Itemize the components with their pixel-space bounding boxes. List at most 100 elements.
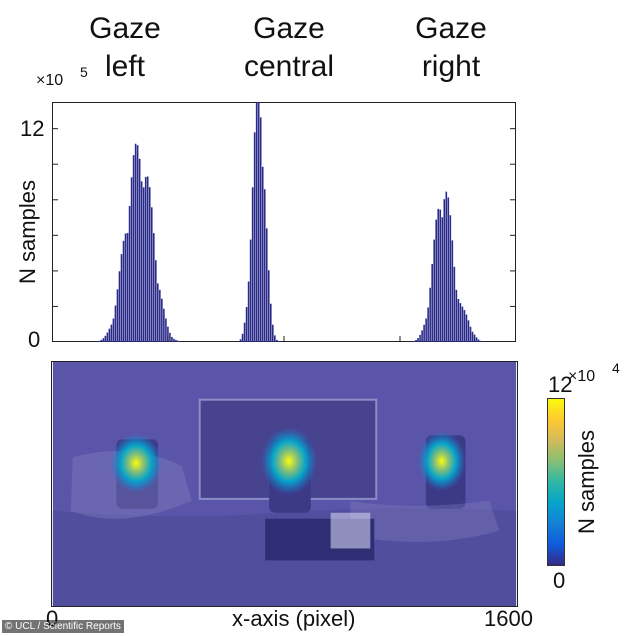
histogram-bar xyxy=(106,332,109,342)
histogram-bar xyxy=(453,266,456,342)
hotspot-central xyxy=(261,427,317,495)
histogram-bar xyxy=(247,281,250,342)
histogram-bar xyxy=(439,209,442,342)
histogram-bar xyxy=(263,189,266,342)
histogram-bar xyxy=(253,132,256,342)
histogram-bar xyxy=(435,219,438,342)
histogram-bar xyxy=(167,326,169,342)
histogram-bar xyxy=(415,339,417,342)
histogram-bar xyxy=(152,233,155,342)
histogram-bar xyxy=(177,340,179,342)
gaze-left-line2: left xyxy=(104,50,146,83)
gaze-central-line2: central xyxy=(243,50,335,83)
histogram-bar xyxy=(130,177,133,342)
histogram-bar xyxy=(463,310,466,342)
gaze-left-line1: Gaze xyxy=(89,12,161,45)
histogram-bar xyxy=(165,318,167,342)
histogram-bar xyxy=(269,303,272,342)
histogram-bar xyxy=(278,341,280,342)
histogram-bar xyxy=(479,340,482,342)
watermark: © UCL / Scientific Reports xyxy=(2,620,124,633)
histogram-bar xyxy=(126,232,129,342)
histogram-bar xyxy=(257,102,260,342)
histogram-bar xyxy=(175,339,177,342)
scene-noise-right xyxy=(350,500,500,542)
histogram-bar xyxy=(261,166,264,342)
y-exponent: 5 xyxy=(80,64,88,80)
histogram-bar xyxy=(447,197,450,342)
histogram-bar xyxy=(431,263,433,342)
histogram-bar xyxy=(122,240,125,342)
histogram-bar xyxy=(421,330,423,342)
histogram-bar xyxy=(259,117,262,342)
x-tick-max: 1600 xyxy=(484,606,533,631)
scene-grid-board xyxy=(330,512,371,549)
histogram-bar xyxy=(473,334,476,342)
histogram-bar xyxy=(142,187,145,342)
y-tick-zero: 0 xyxy=(28,327,41,352)
colorbar-multiplier: ×10 xyxy=(568,368,596,385)
histogram-bar xyxy=(276,339,278,342)
histogram-bar xyxy=(237,341,240,342)
histogram-bar xyxy=(239,339,242,342)
histogram-bar xyxy=(102,338,105,342)
histogram-bar xyxy=(274,335,276,342)
histogram-bar xyxy=(249,239,252,342)
histogram-bar xyxy=(114,305,117,342)
histogram-bars xyxy=(96,102,484,342)
histogram-bar xyxy=(423,324,425,342)
histogram-bar xyxy=(251,187,254,342)
histogram-bar xyxy=(449,215,452,342)
hotspot-left xyxy=(110,433,163,493)
histogram-chart xyxy=(52,102,516,342)
histogram-bar xyxy=(445,191,448,342)
histogram-bar xyxy=(157,283,159,342)
x-axis-label: x-axis (pixel) xyxy=(232,606,356,631)
histogram-bar xyxy=(134,143,137,342)
histogram-bar xyxy=(112,318,115,342)
y-tick-max: 12 xyxy=(20,116,45,141)
histogram-bar xyxy=(469,326,472,342)
histogram-bar xyxy=(272,324,274,342)
histogram-bar xyxy=(443,199,446,342)
histogram-bar xyxy=(138,158,141,342)
histogram-bar xyxy=(437,208,440,342)
histogram-bar xyxy=(144,176,147,342)
heatmap-panel xyxy=(51,361,518,607)
histogram-bar xyxy=(148,187,151,342)
histogram-bar xyxy=(255,102,258,342)
histogram-bar xyxy=(140,181,143,342)
histogram-bar xyxy=(124,233,127,342)
histogram-bar xyxy=(159,289,161,342)
histogram-bar xyxy=(100,339,103,342)
histogram-bar xyxy=(461,306,464,342)
histogram-bar xyxy=(108,328,111,342)
histogram-bar xyxy=(96,341,99,342)
histogram-bar xyxy=(267,270,270,342)
histogram-ticks xyxy=(52,128,516,342)
histogram-bar xyxy=(433,239,435,342)
histogram-bar xyxy=(265,228,268,342)
histogram-bar xyxy=(241,333,244,342)
colorbar-label: N samples xyxy=(574,430,599,534)
histogram-bar xyxy=(419,334,421,342)
y-axis-label: N samples xyxy=(15,180,40,284)
histogram-bar xyxy=(413,341,415,342)
histogram-bar xyxy=(459,303,462,342)
histogram-bar xyxy=(417,338,419,342)
histogram-bar xyxy=(179,341,181,342)
histogram-bar xyxy=(477,339,480,342)
histogram-bar xyxy=(171,336,173,342)
histogram-bar xyxy=(132,155,135,342)
histogram-bar xyxy=(451,240,454,342)
histogram-bar xyxy=(163,308,165,342)
y-multiplier: ×10 xyxy=(36,72,64,89)
histogram-bar xyxy=(245,306,248,342)
histogram-bar xyxy=(150,207,153,342)
colorbar xyxy=(547,398,565,566)
histogram-bar xyxy=(441,217,444,342)
histogram-bar xyxy=(429,287,431,342)
histogram-bar xyxy=(475,337,478,342)
histogram-bar xyxy=(116,289,119,342)
gaze-right-line2: right xyxy=(421,50,481,83)
